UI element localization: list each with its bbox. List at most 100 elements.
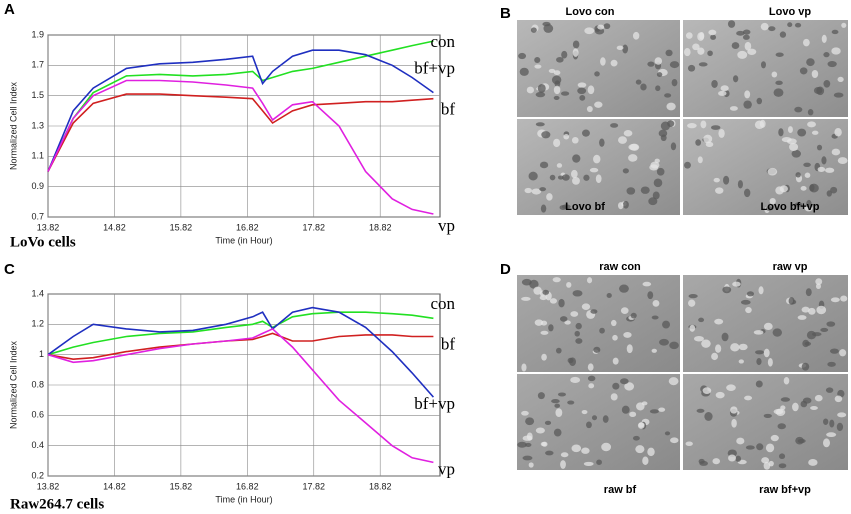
- cell: [792, 402, 799, 412]
- panel-label: A: [4, 1, 15, 18]
- cell: [670, 142, 677, 151]
- x-tick-label: 15.82: [170, 481, 193, 491]
- x-tick-label: 17.82: [302, 222, 325, 232]
- cell: [827, 361, 836, 367]
- cell: [551, 75, 562, 85]
- panel-label: B: [500, 5, 511, 22]
- cell: [834, 395, 843, 403]
- cell: [809, 184, 815, 192]
- cell: [758, 286, 764, 295]
- cell: [826, 432, 837, 438]
- cell: [549, 174, 556, 181]
- cell: [539, 295, 548, 301]
- cell: [806, 199, 812, 208]
- cell: [649, 409, 659, 414]
- cell: [779, 185, 788, 193]
- cell: [747, 48, 757, 55]
- series-label: con: [430, 294, 455, 313]
- cell: [795, 172, 801, 178]
- cell: [775, 80, 783, 86]
- cell: [763, 322, 773, 331]
- cell: [521, 296, 531, 301]
- y-axis-label: Normalized Cell Index: [8, 340, 18, 429]
- cell: [623, 130, 633, 137]
- cell: [743, 100, 752, 109]
- cell: [822, 438, 831, 448]
- cell: [726, 384, 736, 391]
- image-label: Lovo bf+vp: [761, 201, 820, 213]
- cell: [534, 319, 544, 326]
- cell: [652, 191, 660, 200]
- cell: [763, 348, 770, 358]
- cell: [760, 61, 766, 69]
- cell: [653, 178, 663, 188]
- y-tick-label: 0.6: [31, 410, 44, 420]
- cell: [770, 434, 779, 442]
- cell: [586, 277, 593, 284]
- panel-label: C: [4, 261, 15, 278]
- cell: [632, 31, 640, 40]
- cell: [816, 144, 823, 151]
- cell: [540, 330, 549, 335]
- cell: [688, 294, 698, 299]
- cell: [606, 292, 612, 298]
- cell: [732, 281, 741, 287]
- image-label: raw bf: [604, 484, 637, 496]
- x-tick-label: 16.82: [236, 222, 259, 232]
- cell: [738, 359, 744, 364]
- micrograph: [683, 119, 848, 215]
- cell: [647, 61, 655, 67]
- cell: [560, 452, 569, 458]
- cell: [788, 297, 795, 305]
- cell: [765, 443, 775, 453]
- cell: [701, 339, 711, 348]
- cell: [710, 34, 717, 40]
- cell: [579, 95, 586, 101]
- cell: [572, 177, 580, 185]
- cell: [802, 397, 812, 404]
- x-axis-label: Time (in Hour): [215, 494, 272, 504]
- caption: LoVo cells: [10, 234, 76, 250]
- cell: [821, 156, 827, 165]
- cell: [801, 306, 810, 313]
- cell: [572, 40, 580, 49]
- cell: [665, 49, 673, 57]
- cell: [834, 127, 842, 137]
- cell: [735, 455, 742, 462]
- cell: [803, 162, 811, 167]
- cell: [545, 450, 554, 456]
- cell: [620, 378, 629, 385]
- x-tick-label: 13.82: [37, 222, 60, 232]
- cell: [742, 29, 751, 35]
- cell: [622, 200, 629, 209]
- cell: [685, 32, 693, 39]
- cell: [826, 321, 836, 327]
- cell: [596, 459, 602, 465]
- cell: [698, 62, 708, 67]
- y-tick-label: 1.5: [31, 90, 44, 100]
- series-label: con: [430, 32, 455, 51]
- cell: [591, 415, 598, 421]
- cell: [640, 186, 650, 194]
- cell: [773, 88, 784, 97]
- cell: [577, 87, 587, 95]
- cell: [780, 397, 791, 402]
- y-axis-label: Normalized Cell Index: [8, 81, 18, 170]
- cell: [597, 24, 605, 30]
- cell: [556, 56, 564, 63]
- y-tick-label: 1.2: [31, 319, 44, 329]
- cell: [610, 123, 619, 128]
- cell: [745, 445, 755, 450]
- cell: [711, 79, 718, 88]
- cell: [693, 335, 704, 342]
- cell: [797, 128, 807, 137]
- cell: [635, 445, 645, 454]
- cell: [689, 324, 696, 332]
- cell: [572, 154, 581, 163]
- series-line: [47, 49, 434, 172]
- cell: [794, 202, 803, 207]
- cell: [554, 403, 561, 408]
- cell: [552, 277, 561, 283]
- cell: [590, 309, 598, 314]
- cell: [551, 398, 560, 404]
